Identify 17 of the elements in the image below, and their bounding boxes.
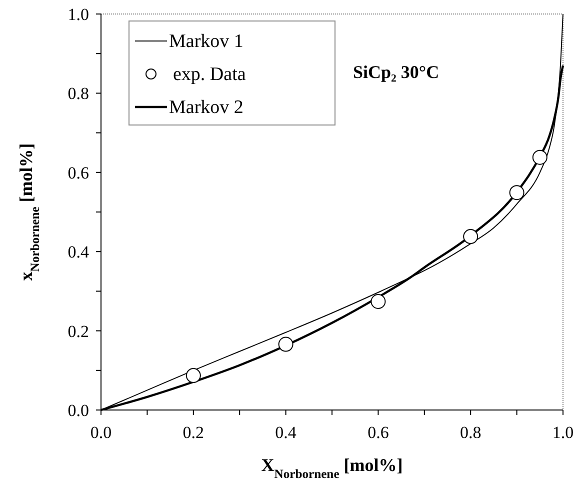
annotation: SiCp₂ 30°C (353, 62, 440, 82)
x-tick-label: 0.2 (182, 423, 204, 442)
x-tick-label: 0.8 (460, 423, 482, 442)
y-tick-label: 0.6 (68, 163, 89, 182)
x-axis-title: X$_{Norbornene}$ [mol%] (261, 455, 403, 479)
legend-label: Markov 2 (169, 97, 244, 118)
y-tick-label: 0.2 (68, 322, 89, 341)
x-tick-label: 1.0 (552, 423, 574, 442)
x-tick-label: 0.0 (90, 423, 112, 442)
x-tick-label: 0.6 (368, 423, 389, 442)
legend-label: exp. Data (173, 64, 246, 85)
y-tick-label: 0.4 (68, 242, 90, 262)
x-tick-label: 0.4 (275, 423, 297, 442)
y-tick-label: 0.8 (68, 84, 89, 104)
y-tick-label: 1.0 (68, 5, 89, 24)
legend-label: Markov 1 (169, 31, 244, 52)
y-tick-label: 0.0 (68, 401, 89, 420)
